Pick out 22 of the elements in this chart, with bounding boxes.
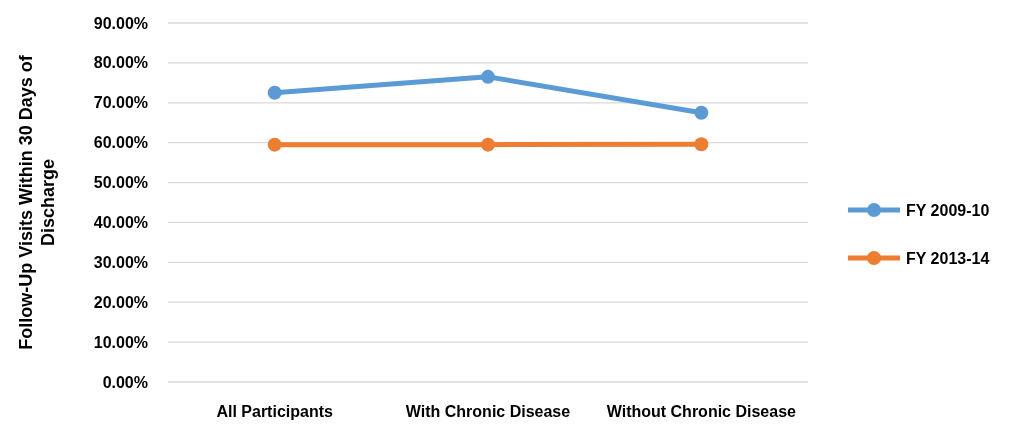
y-tick-label: 60.00% (93, 134, 148, 152)
y-tick-label: 90.00% (93, 14, 148, 32)
point (267, 85, 282, 100)
y-tick-label: 0.00% (102, 373, 148, 391)
point (694, 105, 709, 120)
point (481, 69, 495, 84)
y-tick-label: 10.00% (93, 333, 148, 351)
legend-label: FY 2013-14 (906, 249, 990, 267)
y-tick-label: 80.00% (93, 54, 148, 72)
y-axis-title: Follow-Up Visits Within 30 Days of Discharge (16, 54, 58, 350)
x-tick-label: Without Chronic Disease (606, 403, 797, 420)
x-tick-label: With Chronic Disease (405, 403, 571, 420)
y-tick-label: 40.00% (93, 214, 148, 232)
point (267, 137, 282, 152)
y-tick-label: 70.00% (93, 94, 148, 112)
y-tick-label: 30.00% (93, 253, 148, 271)
y-tick-label: 20.00% (93, 293, 148, 311)
y-tick-label: 50.00% (93, 174, 148, 192)
point (694, 137, 709, 152)
legend-label: FY 2009-10 (906, 201, 990, 219)
point (481, 137, 495, 152)
x-tick-label: All Participants (216, 403, 333, 420)
